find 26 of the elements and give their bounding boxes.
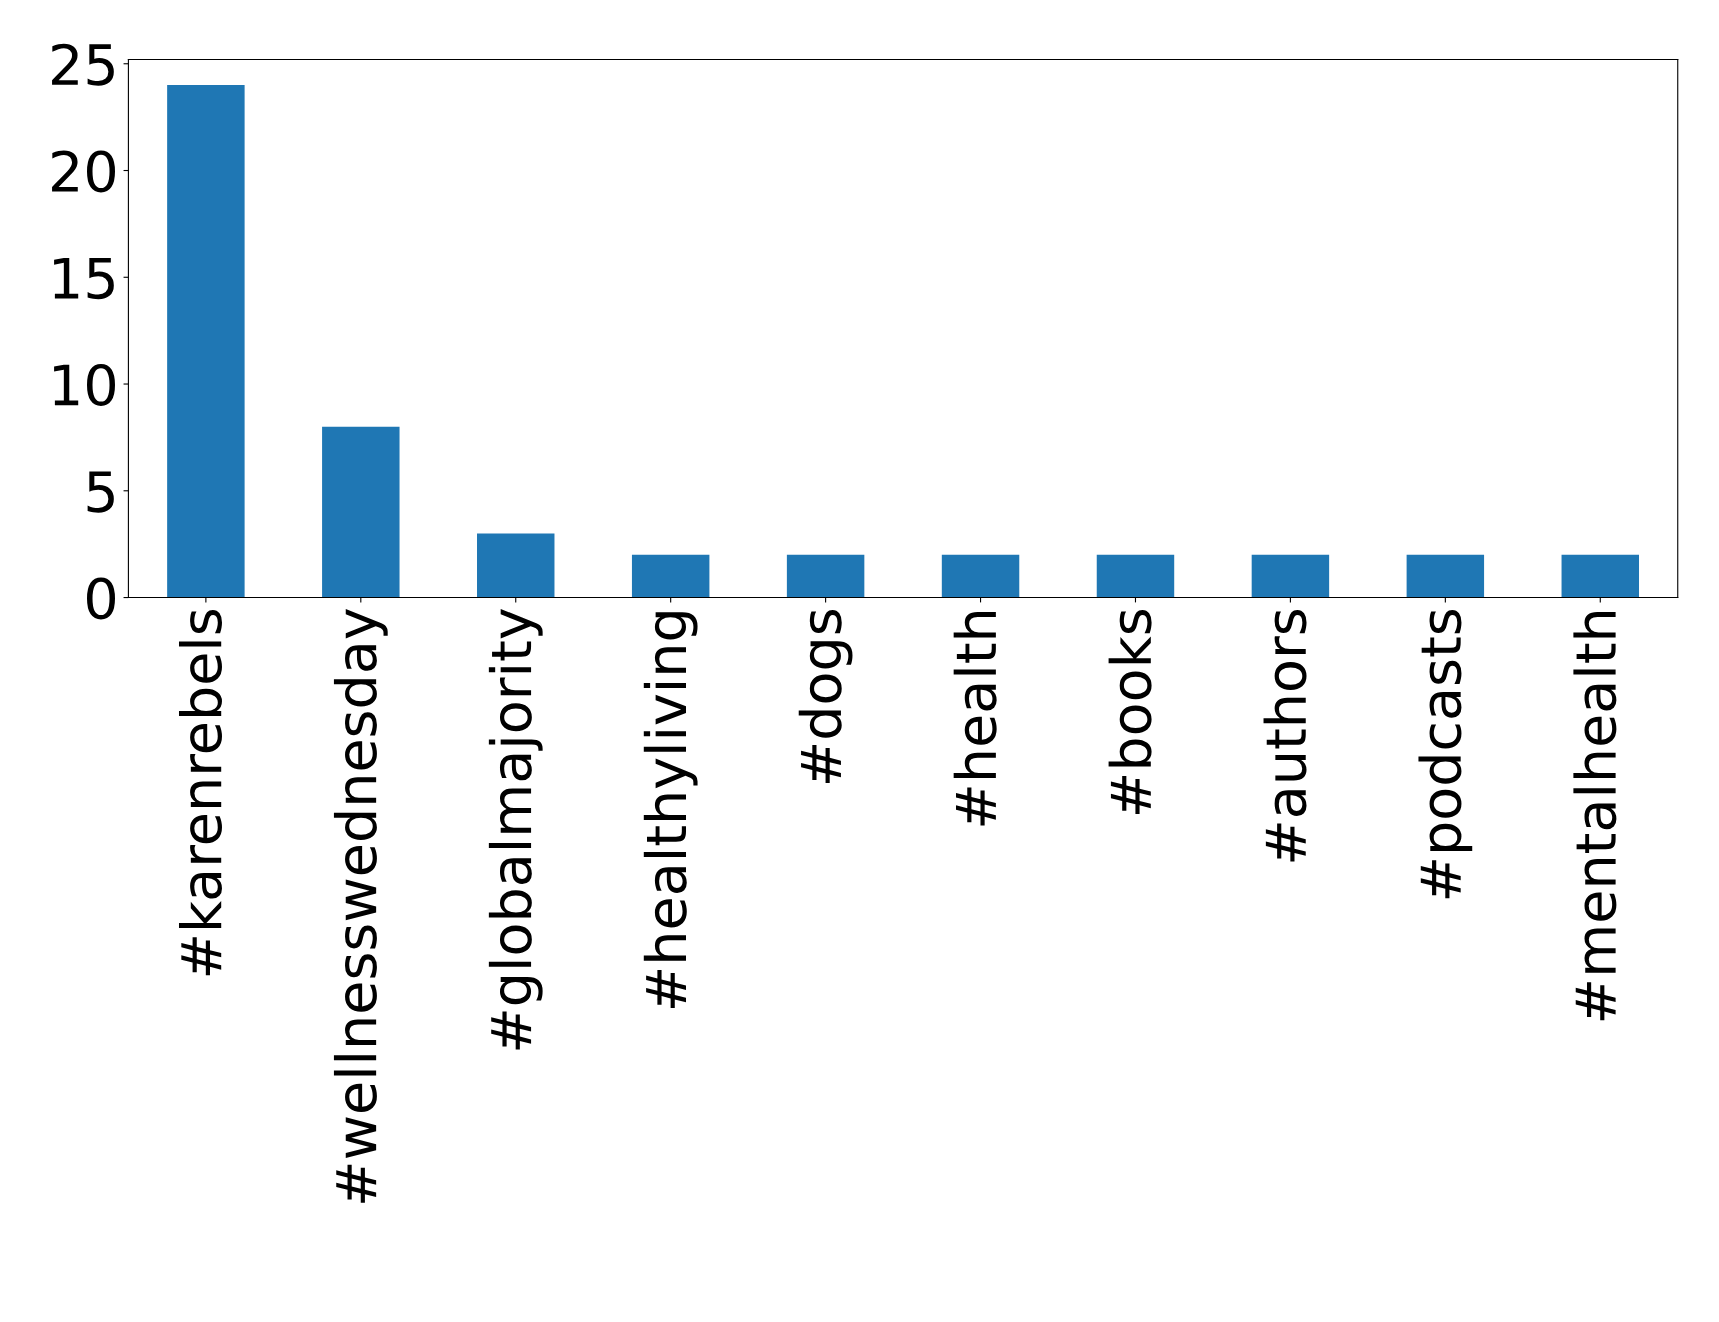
y-tick-label: 5	[87, 471, 114, 513]
x-tick-label: #globalmajority	[488, 608, 543, 1050]
x-tick-label: #wellnesswednesday	[333, 608, 388, 1203]
x-tick-label: #authors	[1263, 609, 1307, 862]
x-tick-label: #dogs	[798, 609, 853, 783]
y-tick-label: 15	[54, 257, 114, 300]
bar	[1561, 554, 1640, 598]
bar	[1251, 554, 1330, 598]
y-tick-label: 20	[52, 150, 115, 193]
y-tick-label: 25	[52, 43, 114, 86]
x-tick-label: #health	[953, 611, 997, 826]
bar	[941, 554, 1020, 598]
bar	[1096, 554, 1175, 598]
x-tick-label: #healthyliving	[643, 612, 698, 1008]
y-tick-label: 10	[54, 363, 115, 406]
y-tick-label: 0	[87, 577, 115, 620]
bar	[167, 85, 245, 598]
x-tick-label: #podcasts	[1418, 609, 1473, 899]
bar	[477, 533, 555, 598]
bar	[322, 426, 400, 598]
x-tick-label: #karenrebels	[178, 609, 222, 976]
x-tick-label: #mentalhealth	[1573, 611, 1617, 1021]
x-tick-label: #books	[1108, 609, 1152, 814]
bar	[631, 554, 710, 598]
bar	[1406, 554, 1485, 598]
bar	[786, 554, 865, 598]
